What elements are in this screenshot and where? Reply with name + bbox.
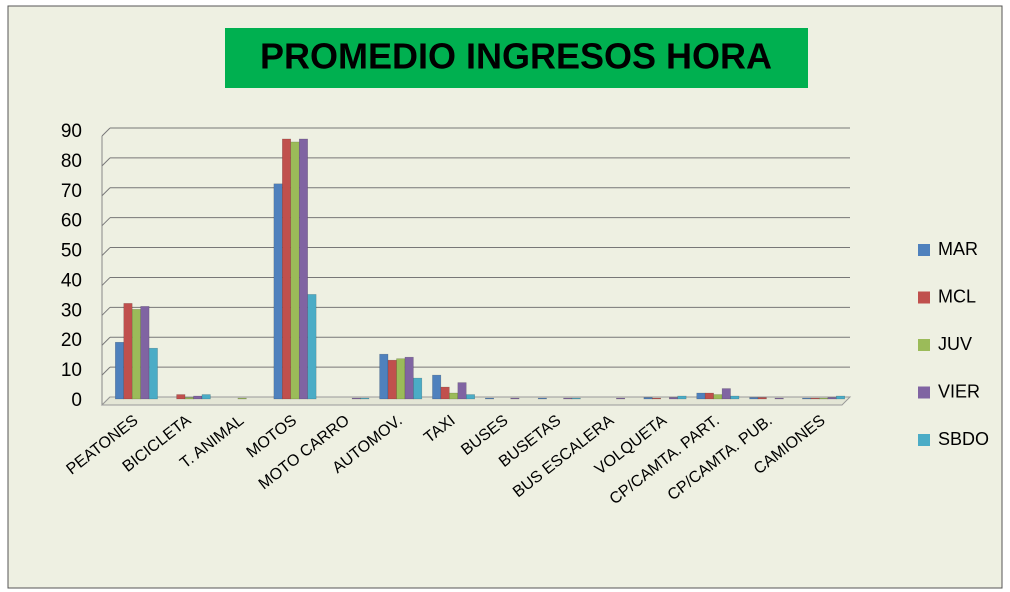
bar [290, 141, 300, 400]
bar [123, 303, 133, 400]
bar [485, 397, 494, 400]
bar [404, 356, 414, 400]
bar [827, 397, 837, 400]
bar [413, 377, 423, 400]
bar [677, 395, 687, 400]
legend-label: JUV [938, 334, 972, 354]
y-tick-label: 50 [61, 241, 82, 262]
y-tick-label: 80 [61, 151, 82, 172]
grid-line [101, 187, 111, 197]
bar [457, 382, 467, 400]
chart-title: PROMEDIO INGRESOS HORA [260, 36, 772, 77]
bar [115, 341, 124, 400]
legend-swatch [918, 244, 930, 256]
bar [643, 397, 653, 400]
bar [298, 138, 308, 400]
bar [387, 359, 397, 400]
bar [176, 394, 186, 400]
y-tick-label: 40 [61, 270, 82, 291]
bar [713, 394, 723, 400]
bar [819, 397, 829, 400]
bar [432, 374, 442, 400]
bar [379, 353, 389, 400]
bar [184, 397, 194, 400]
bar [802, 397, 812, 400]
chart-frame [7, 5, 1003, 589]
grid-line [101, 247, 111, 256]
legend-label: MAR [938, 239, 978, 259]
y-tick-label: 70 [61, 181, 82, 202]
bar [696, 392, 706, 400]
grid-line [101, 366, 111, 376]
bar [282, 138, 292, 400]
y-tick-label: 60 [61, 211, 82, 232]
y-tick-label: 30 [61, 300, 82, 321]
bar [131, 309, 141, 400]
legend-swatch [918, 291, 930, 304]
legend-label: SBDO [938, 429, 989, 449]
y-tick-label: 20 [61, 330, 82, 351]
bar [201, 394, 211, 400]
grid-line [101, 157, 111, 167]
bar [307, 294, 317, 400]
grid-line [101, 217, 111, 227]
bar [563, 397, 573, 400]
bar [140, 306, 150, 400]
legend-label: MCL [938, 286, 976, 306]
bar [757, 397, 767, 400]
bar [273, 183, 283, 400]
title-box [225, 28, 808, 88]
legend-swatch [918, 339, 930, 351]
bar [537, 397, 547, 400]
bar [652, 397, 662, 400]
bar [237, 397, 247, 400]
grid-line [101, 306, 111, 316]
bar [193, 395, 203, 400]
legend-label: VIER [938, 381, 980, 401]
bar [730, 395, 740, 400]
bar [749, 397, 759, 400]
legend-swatch [918, 386, 930, 399]
bar [148, 347, 158, 400]
bar [616, 397, 626, 400]
bar [810, 397, 820, 400]
bar [449, 392, 459, 400]
bar [440, 386, 450, 400]
y-tick-label: 90 [61, 121, 82, 142]
y-tick-label: 10 [61, 360, 82, 381]
bar [704, 392, 714, 400]
bar [360, 397, 370, 400]
bar [466, 394, 475, 400]
bar [396, 358, 406, 400]
bar [774, 397, 784, 400]
bar [721, 388, 731, 400]
bar [510, 397, 520, 400]
grid-line [101, 277, 111, 286]
grid-line [101, 336, 111, 346]
grid-line [101, 127, 111, 137]
legend-swatch [918, 434, 930, 446]
bar [351, 397, 361, 400]
bar [836, 395, 845, 400]
y-tick-label: 0 [71, 390, 82, 411]
bar [668, 397, 678, 400]
bar [571, 397, 581, 400]
